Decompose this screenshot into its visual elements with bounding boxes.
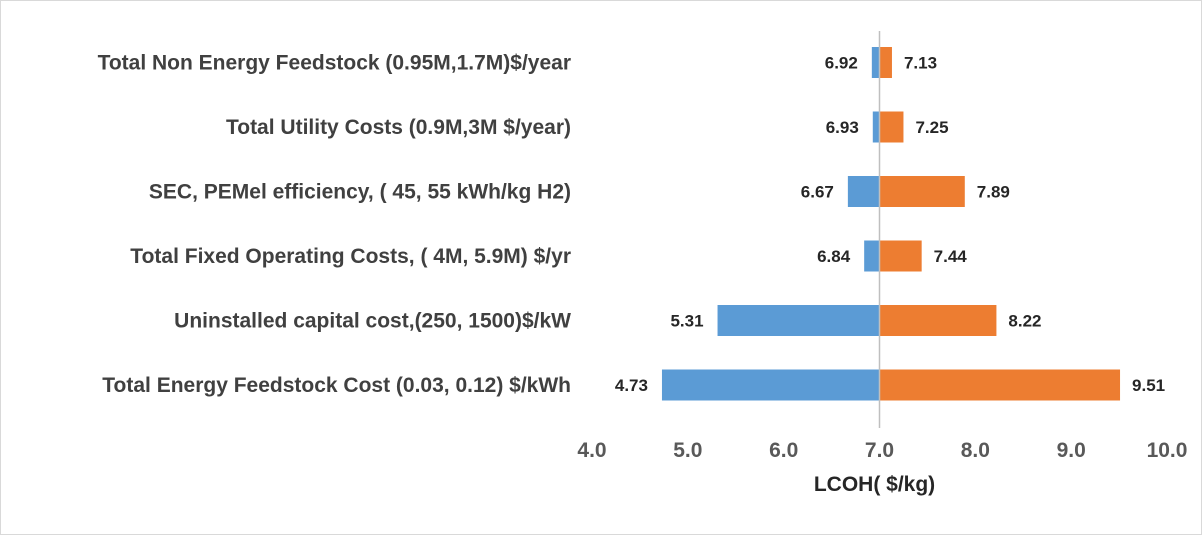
value-label-low: 4.73	[615, 376, 648, 395]
value-label-high: 7.44	[934, 247, 968, 266]
x-tick-label: 5.0	[673, 439, 702, 462]
category-label: Total Fixed Operating Costs, ( 4M, 5.9M)…	[130, 245, 571, 268]
value-label-high: 8.22	[1008, 312, 1041, 331]
bar-low	[872, 111, 880, 143]
value-label-high: 7.89	[977, 183, 1010, 202]
bar-high	[879, 369, 1121, 401]
value-label-high: 7.25	[915, 118, 948, 137]
x-tick-label: 9.0	[1057, 439, 1086, 462]
value-label-low: 6.67	[801, 183, 834, 202]
value-label-low: 6.92	[825, 54, 858, 73]
bar-high	[879, 47, 892, 78]
x-tick-label: 8.0	[961, 439, 990, 462]
bar-high	[879, 111, 904, 143]
bar-high	[879, 176, 965, 207]
bar-low	[871, 47, 880, 78]
bar-high	[879, 305, 997, 336]
bar-low	[847, 176, 880, 207]
bar-low	[661, 369, 880, 401]
x-axis-title: LCOH( $/kg)	[814, 473, 935, 496]
category-label: Uninstalled capital cost,(250, 1500)$/kW	[174, 310, 571, 333]
value-label-high: 7.13	[904, 54, 937, 73]
x-tick-label: 6.0	[769, 439, 798, 462]
category-label: Total Utility Costs (0.9M,3M $/year)	[226, 116, 571, 139]
value-label-high: 9.51	[1132, 376, 1165, 395]
value-label-low: 6.84	[817, 247, 851, 266]
value-label-low: 6.93	[826, 118, 859, 137]
category-label: Total Non Energy Feedstock (0.95M,1.7M)$…	[98, 52, 571, 75]
bar-low	[717, 305, 880, 336]
x-tick-label: 4.0	[577, 439, 606, 462]
bar-low	[864, 240, 880, 272]
category-label: Total Energy Feedstock Cost (0.03, 0.12)…	[102, 374, 571, 397]
x-tick-label: 10.0	[1147, 439, 1188, 462]
x-tick-label: 7.0	[865, 439, 894, 462]
bar-high	[879, 240, 922, 272]
category-label: SEC, PEMel efficiency, ( 45, 55 kWh/kg H…	[149, 181, 571, 204]
value-label-low: 5.31	[670, 312, 703, 331]
